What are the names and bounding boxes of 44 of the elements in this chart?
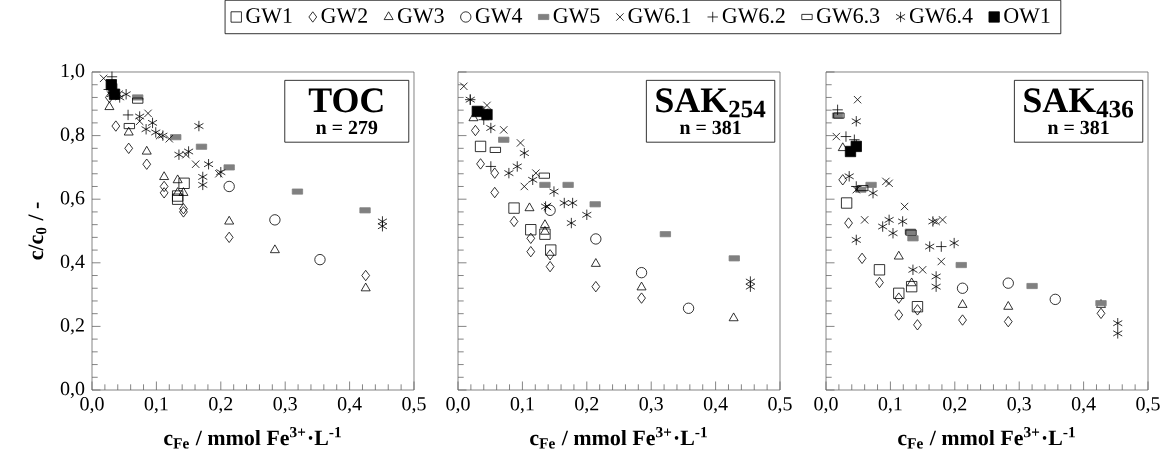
- x-axis-title: c$_{Fe}$ / mmol Fe$^{3+}$·L$^{-1}$: [898, 427, 1075, 449]
- text: n = 381: [679, 120, 741, 135]
- x-tick-label: 0,1: [144, 397, 168, 414]
- chart-title: SAK$_{254}$: [656, 88, 766, 118]
- legend-label: GW1: [246, 8, 292, 24]
- x-tick-label: 0,0: [80, 397, 104, 414]
- x-tick-label: 0,0: [446, 397, 470, 414]
- x-tick-label: 0,4: [703, 397, 728, 414]
- y-tick-label: 0,8: [60, 127, 85, 144]
- x-axis-title: c$_{Fe}$ / mmol Fe$^{3+}$·L$^{-1}$: [530, 427, 707, 449]
- y-tick-label: 0,6: [60, 191, 85, 208]
- x-tick-label: 0,5: [1136, 397, 1160, 414]
- legend-label: GW6.4: [909, 8, 973, 24]
- chart-title: SAK$_{436}$: [1024, 88, 1134, 118]
- x-tick-label: 0,3: [639, 397, 663, 414]
- x-tick-label: 0,0: [814, 397, 838, 414]
- x-tick-label: 0,2: [209, 397, 233, 414]
- x-tick-label: 0,2: [575, 397, 599, 414]
- legend-label: GW2: [321, 8, 367, 24]
- legend-label: GW5: [553, 8, 600, 24]
- text: n = 381: [1047, 120, 1109, 135]
- legend-label: GW3: [398, 8, 444, 24]
- legend-label: OW1: [1004, 8, 1050, 24]
- x-tick-label: 0,4: [1071, 397, 1096, 414]
- x-tick-label: 0,2: [943, 397, 967, 414]
- y-tick-label: 1,0: [61, 63, 85, 81]
- x-tick-label: 0,3: [1007, 397, 1031, 414]
- y-tick-label: 0,0: [60, 381, 85, 399]
- x-axis-title: c$_{Fe}$ / mmol Fe$^{3+}$·L$^{-1}$: [164, 427, 341, 449]
- x-tick-label: 0,3: [273, 397, 297, 414]
- chart-title: TOC: [308, 88, 383, 113]
- legend-label: GW6.3: [817, 8, 880, 24]
- legend-label: GW6.1: [628, 8, 691, 24]
- x-tick-label: 0,5: [768, 397, 792, 414]
- text: n = 279: [316, 120, 378, 135]
- legend-label: GW4: [475, 8, 523, 24]
- y-tick-label: 0,2: [60, 318, 84, 335]
- y-tick-label: 0,4: [60, 254, 85, 271]
- legend-label: GW6.2: [722, 8, 785, 24]
- y-axis-title: c/c$_{0}$ / -: [28, 202, 47, 260]
- x-tick-label: 0,1: [878, 397, 902, 414]
- x-tick-label: 0,5: [402, 397, 426, 414]
- x-tick-label: 0,4: [337, 397, 362, 414]
- x-tick-label: 0,1: [510, 397, 534, 414]
